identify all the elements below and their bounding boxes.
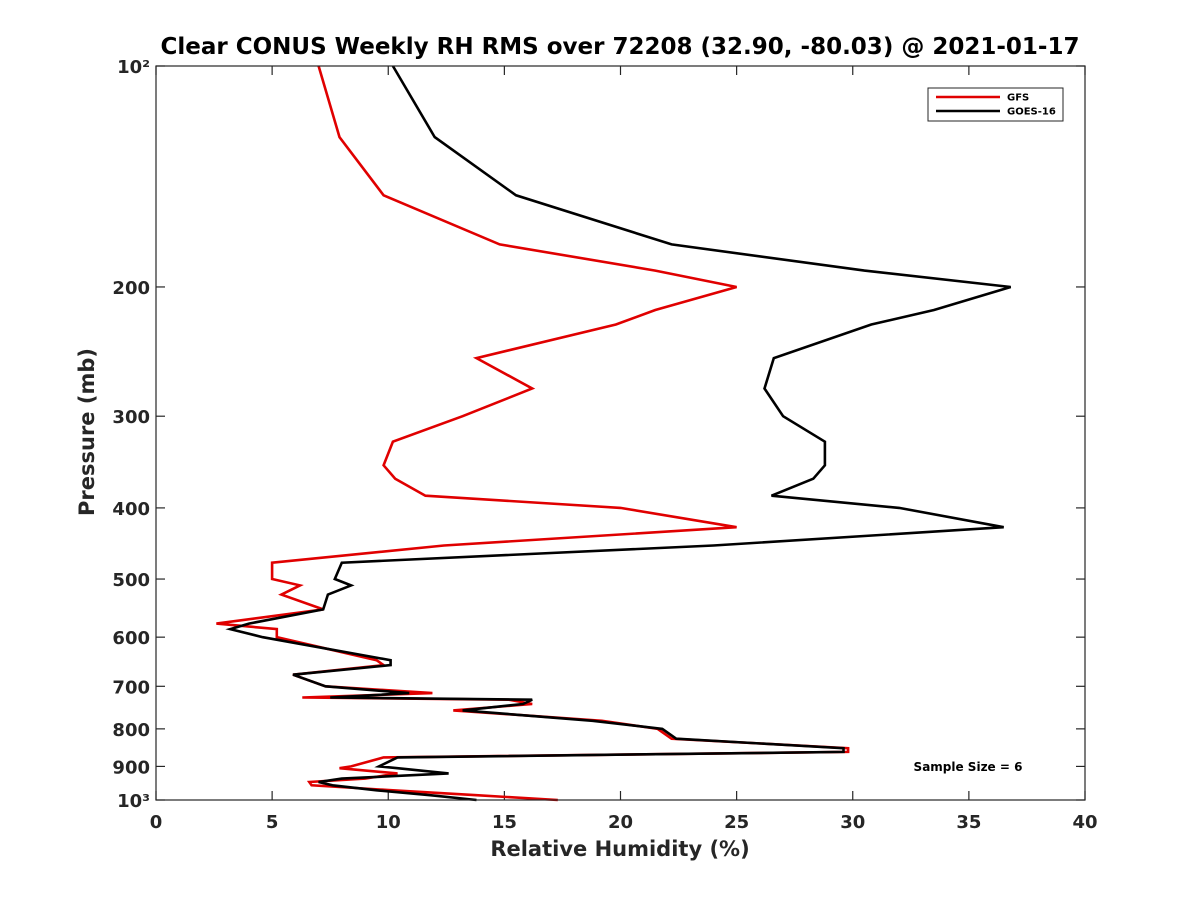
y-axis-label: Pressure (mb) xyxy=(75,348,99,516)
series-line-gfs xyxy=(216,65,850,802)
sample-size-annotation: Sample Size = 6 xyxy=(914,760,1023,774)
y-tick-label: 300 xyxy=(112,407,150,428)
plot-area-frame xyxy=(155,65,1086,801)
y-tick-label: 500 xyxy=(112,570,150,591)
x-tick-label: 30 xyxy=(840,812,865,833)
x-axis-label: Relative Humidity (%) xyxy=(490,837,749,861)
x-tick-label: 40 xyxy=(1072,812,1097,833)
y-tick-label: 700 xyxy=(112,677,150,698)
x-tick-label: 10 xyxy=(376,812,401,833)
y-axis-ticks: 10² 200 300 400 500 600 700 800 900 10³ xyxy=(112,57,1085,812)
y-tick-label: 800 xyxy=(112,720,150,741)
legend-label: GOES-16 xyxy=(1007,107,1056,118)
x-tick-label: 0 xyxy=(150,812,163,833)
series-layer xyxy=(216,65,1012,802)
legend-box xyxy=(927,87,1064,122)
x-tick-label: 20 xyxy=(608,812,633,833)
y-tick-label: 900 xyxy=(112,757,150,778)
y-tick-label: 600 xyxy=(112,628,150,649)
legend: GFS GOES-16 xyxy=(927,87,1064,122)
legend-label: GFS xyxy=(1007,93,1029,104)
y-tick-label: 400 xyxy=(112,499,150,520)
y-tick-label: 10² xyxy=(117,57,150,78)
y-tick-label: 10³ xyxy=(117,791,150,812)
x-tick-label: 25 xyxy=(724,812,749,833)
chart-title: Clear CONUS Weekly RH RMS over 72208 (32… xyxy=(161,34,1080,60)
y-tick-label: 200 xyxy=(112,278,150,299)
x-tick-label: 5 xyxy=(266,812,279,833)
x-tick-label: 15 xyxy=(492,812,517,833)
series-line-goes-16 xyxy=(225,65,1012,802)
x-axis-ticks: 0 5 10 15 20 25 30 35 40 xyxy=(150,66,1098,833)
x-tick-label: 35 xyxy=(956,812,981,833)
